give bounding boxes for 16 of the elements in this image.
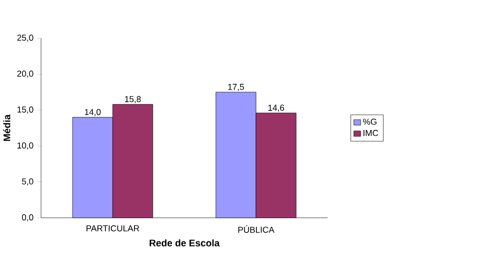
y-tick-label: 15,0 (18, 106, 34, 114)
y-tick-label: 25,0 (17, 34, 34, 42)
y-axis-title: Média (3, 114, 10, 142)
x-tick-label: PARTICULAR (86, 225, 140, 232)
x-tick-label: PÚBLICA (238, 225, 274, 233)
x-axis-title: Rede de Escola (150, 239, 220, 247)
data-label: 15,8 (125, 96, 141, 104)
data-label: 14,6 (268, 104, 284, 112)
legend-label: %G (363, 118, 376, 125)
data-label: 14,0 (84, 109, 101, 116)
y-tick-label: 10,0 (18, 142, 34, 150)
legend-label: IMC (364, 130, 378, 136)
y-tick-label: 5,0 (22, 178, 34, 186)
y-tick-label: 0,0 (22, 214, 34, 222)
data-label: 17,5 (228, 84, 244, 92)
y-tick-label: 20,0 (17, 70, 34, 78)
